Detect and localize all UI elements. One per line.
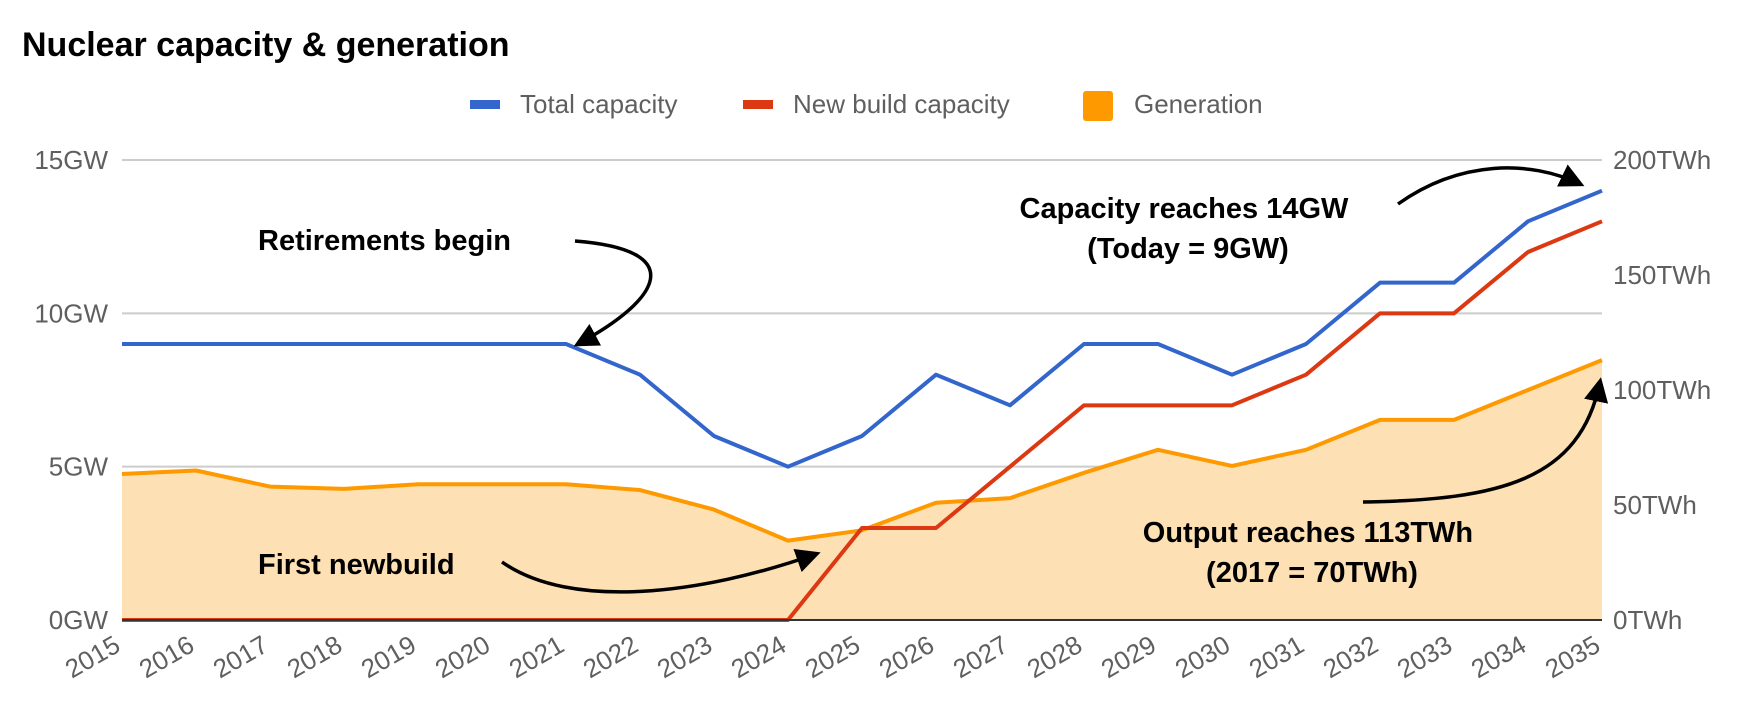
left-axis-tick-label: 10GW: [34, 298, 108, 328]
x-axis-tick-label: 2024: [726, 629, 791, 684]
annotation-output-line-1: Output reaches 113TWh: [1143, 517, 1473, 549]
x-axis-tick-label: 2022: [578, 629, 643, 684]
x-axis-tick-label: 2032: [1318, 629, 1383, 684]
x-axis-tick-label: 2018: [282, 629, 347, 684]
x-axis-tick-label: 2034: [1466, 629, 1531, 684]
x-axis-tick-label: 2035: [1540, 629, 1605, 684]
legend-swatch-new-build-capacity: [743, 100, 773, 109]
total-capacity-line: [122, 188, 1603, 469]
arrow-retirements: [573, 239, 653, 347]
right-axis-tick-label: 0TWh: [1613, 605, 1682, 635]
annotation-first-newbuild: First newbuild: [258, 549, 455, 581]
x-axis-tick-label: 2016: [134, 629, 199, 684]
arrow-first-newbuild: [500, 548, 821, 594]
annotation-retirements: Retirements begin: [258, 225, 511, 257]
right-axis-tick-label: 150TWh: [1613, 260, 1711, 290]
annotation-capacity-line-1: Capacity reaches 14GW: [1020, 193, 1349, 225]
x-axis-tick-label: 2029: [1096, 629, 1161, 684]
x-axis-tick-label: 2020: [430, 629, 495, 684]
legend-swatch-generation: [1083, 91, 1113, 121]
generation-area-fill: [122, 360, 1602, 620]
chart-title: Nuclear capacity & generation: [22, 26, 510, 64]
annotation-capacity: Capacity reaches 14GW (Today = 9GW): [1020, 193, 1357, 265]
x-axis-tick-label: 2021: [504, 629, 569, 684]
x-axis-tick-label: 2017: [208, 629, 273, 684]
legend: Total capacity New build capacity Genera…: [470, 89, 1263, 121]
x-axis-tick-label: 2026: [874, 629, 939, 684]
x-axis-tick-label: 2025: [800, 629, 865, 684]
annotation-output: Output reaches 113TWh (2017 = 70TWh): [1143, 517, 1481, 589]
arrow-capacity: [1396, 164, 1585, 206]
legend-label-total-capacity: Total capacity: [520, 89, 678, 119]
left-axis-tick-label: 0GW: [49, 605, 109, 635]
x-axis-tick-label: 2015: [60, 629, 125, 684]
annotation-capacity-line-2: (Today = 9GW): [1087, 233, 1289, 265]
annotation-output-line-2: (2017 = 70TWh): [1206, 557, 1418, 589]
legend-label-generation: Generation: [1134, 89, 1263, 119]
right-axis-tick-label: 200TWh: [1613, 145, 1711, 175]
x-axis-tick-label: 2019: [356, 629, 421, 684]
right-axis-tick-label: 100TWh: [1613, 375, 1711, 405]
annotation-retirements-line-1: Retirements begin: [258, 225, 511, 257]
legend-swatch-total-capacity: [470, 100, 500, 109]
arrow-output: [1362, 377, 1609, 504]
right-axis-tick-label: 50TWh: [1613, 490, 1697, 520]
x-axis-tick-label: 2023: [652, 629, 717, 684]
left-axis-tick-label: 5GW: [49, 452, 109, 482]
x-axis-tick-label: 2027: [948, 629, 1013, 684]
x-axis-tick-label: 2028: [1022, 629, 1087, 684]
annotation-first-newbuild-line-1: First newbuild: [258, 549, 455, 581]
x-axis-tick-label: 2033: [1392, 629, 1457, 684]
annotations: Retirements begin Capacity reaches 14GW …: [258, 164, 1609, 594]
legend-label-new-build-capacity: New build capacity: [793, 89, 1010, 119]
left-axis-tick-label: 15GW: [34, 145, 108, 175]
x-axis-tick-label: 2031: [1244, 629, 1309, 684]
x-axis-tick-label: 2030: [1170, 629, 1235, 684]
